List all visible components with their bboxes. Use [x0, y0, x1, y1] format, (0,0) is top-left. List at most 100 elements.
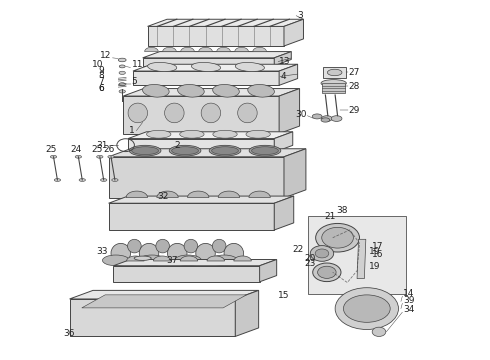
- Polygon shape: [274, 132, 293, 152]
- Polygon shape: [279, 89, 299, 134]
- Text: 20: 20: [304, 254, 316, 263]
- Ellipse shape: [318, 266, 336, 278]
- Ellipse shape: [372, 327, 386, 337]
- Polygon shape: [322, 83, 345, 93]
- Text: 23: 23: [304, 259, 316, 268]
- Polygon shape: [147, 26, 284, 46]
- Polygon shape: [235, 47, 248, 51]
- Ellipse shape: [108, 156, 114, 158]
- Polygon shape: [357, 239, 366, 279]
- Ellipse shape: [312, 114, 322, 119]
- Ellipse shape: [180, 130, 204, 138]
- Polygon shape: [128, 139, 274, 152]
- Text: 37: 37: [166, 256, 177, 265]
- Polygon shape: [235, 291, 259, 337]
- Polygon shape: [279, 64, 297, 85]
- Polygon shape: [207, 256, 224, 261]
- Ellipse shape: [168, 243, 187, 263]
- Ellipse shape: [235, 62, 265, 72]
- Ellipse shape: [172, 147, 198, 154]
- Text: 26: 26: [103, 145, 114, 154]
- Ellipse shape: [327, 69, 342, 76]
- Polygon shape: [133, 71, 279, 85]
- Ellipse shape: [335, 288, 398, 329]
- Polygon shape: [274, 196, 294, 230]
- Text: 19: 19: [369, 247, 381, 256]
- Ellipse shape: [134, 256, 151, 260]
- Polygon shape: [145, 47, 158, 51]
- Polygon shape: [143, 58, 274, 66]
- Text: 6: 6: [98, 84, 104, 93]
- Ellipse shape: [174, 255, 201, 266]
- Ellipse shape: [321, 116, 332, 121]
- Text: 4: 4: [281, 72, 287, 81]
- Text: 25: 25: [92, 145, 103, 154]
- Text: 31: 31: [96, 141, 108, 150]
- Ellipse shape: [119, 83, 125, 86]
- Ellipse shape: [224, 243, 244, 263]
- Polygon shape: [180, 256, 198, 261]
- Text: 39: 39: [403, 296, 415, 305]
- Polygon shape: [126, 191, 147, 198]
- Text: 19: 19: [369, 262, 381, 271]
- Polygon shape: [114, 266, 260, 282]
- Text: 10: 10: [92, 60, 104, 69]
- Ellipse shape: [201, 103, 220, 123]
- Polygon shape: [260, 260, 277, 282]
- Text: 17: 17: [372, 242, 383, 251]
- Text: 24: 24: [70, 145, 81, 154]
- Ellipse shape: [119, 71, 125, 75]
- Text: 25: 25: [46, 145, 57, 154]
- Ellipse shape: [192, 62, 220, 72]
- Ellipse shape: [212, 239, 226, 253]
- Polygon shape: [284, 149, 306, 198]
- Polygon shape: [274, 51, 291, 66]
- Polygon shape: [123, 96, 279, 134]
- Text: 27: 27: [349, 68, 360, 77]
- Ellipse shape: [54, 179, 61, 181]
- Polygon shape: [128, 132, 293, 139]
- Text: 38: 38: [337, 206, 348, 215]
- Ellipse shape: [212, 147, 239, 154]
- Text: 7: 7: [98, 77, 104, 86]
- Polygon shape: [181, 47, 195, 51]
- Text: 3: 3: [297, 11, 303, 20]
- Polygon shape: [114, 260, 277, 266]
- Ellipse shape: [196, 243, 215, 263]
- Polygon shape: [253, 47, 267, 51]
- Ellipse shape: [119, 90, 125, 93]
- Ellipse shape: [249, 145, 281, 156]
- Ellipse shape: [343, 295, 390, 322]
- Polygon shape: [109, 149, 306, 157]
- Polygon shape: [133, 64, 297, 71]
- Polygon shape: [218, 191, 240, 198]
- Ellipse shape: [156, 239, 170, 253]
- Ellipse shape: [111, 243, 130, 263]
- Ellipse shape: [177, 85, 204, 97]
- Ellipse shape: [147, 62, 177, 72]
- Ellipse shape: [213, 130, 237, 138]
- Ellipse shape: [248, 85, 274, 97]
- Polygon shape: [82, 295, 246, 308]
- Ellipse shape: [97, 156, 103, 158]
- Ellipse shape: [127, 239, 141, 253]
- Ellipse shape: [143, 85, 169, 97]
- Text: 12: 12: [100, 51, 112, 60]
- Ellipse shape: [331, 116, 342, 121]
- Polygon shape: [109, 157, 284, 198]
- Polygon shape: [147, 19, 303, 26]
- Ellipse shape: [112, 179, 118, 181]
- Ellipse shape: [209, 145, 241, 156]
- Ellipse shape: [100, 179, 107, 181]
- Ellipse shape: [316, 224, 360, 252]
- Polygon shape: [70, 299, 235, 337]
- Ellipse shape: [184, 239, 198, 253]
- Text: 1: 1: [129, 126, 135, 135]
- Ellipse shape: [211, 255, 238, 266]
- Bar: [308, 216, 406, 294]
- Text: 14: 14: [403, 289, 415, 298]
- Ellipse shape: [313, 263, 341, 282]
- Polygon shape: [188, 191, 209, 198]
- Ellipse shape: [79, 179, 85, 181]
- Ellipse shape: [128, 103, 147, 123]
